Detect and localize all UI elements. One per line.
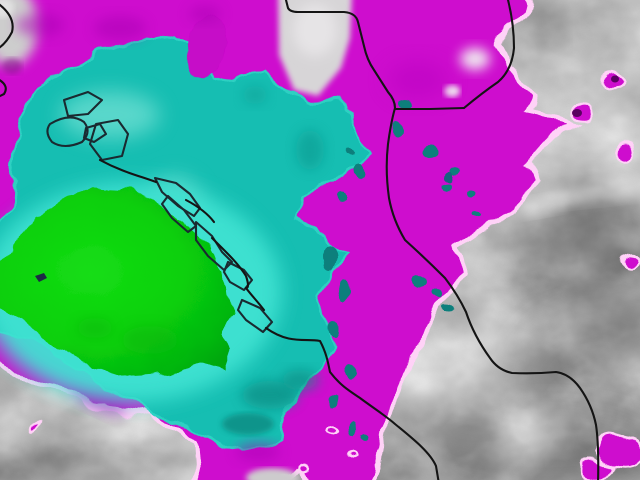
state-border-line: [462, 0, 516, 110]
coastline-fragment: [0, 3, 14, 49]
storm-center-dot: [35, 273, 47, 282]
teal-speckle: [441, 183, 451, 191]
teal-speckle: [442, 303, 452, 311]
island-outlines: [46, 90, 274, 334]
teal-speckle: [323, 246, 337, 270]
magenta-cell: [582, 458, 612, 480]
cyan-dark-patch: [296, 130, 324, 170]
green-mottle: [77, 318, 113, 338]
markers: [35, 75, 619, 282]
cyan-pale-band: [60, 91, 160, 139]
island-outline: [222, 260, 254, 292]
magenta-cell: [598, 434, 640, 470]
green-layer: [0, 188, 232, 376]
magenta-cell: [28, 419, 40, 429]
magenta-cell: [324, 425, 340, 439]
magenta-clump: [236, 443, 280, 461]
teal-speckle: [448, 167, 460, 177]
teal-speckles: [323, 99, 480, 442]
island-outline: [88, 118, 130, 162]
state-border-branch: [393, 106, 466, 111]
magenta-details: [2, 6, 448, 461]
teal-speckle: [398, 99, 412, 109]
cyan-dark-patch: [222, 413, 274, 435]
island-outline: [153, 176, 202, 218]
extreme-cold-core: [611, 75, 619, 83]
magenta-clump: [16, 13, 64, 37]
teal-speckle: [411, 276, 425, 286]
teal-speckle: [472, 210, 480, 216]
green-core: [0, 188, 232, 376]
magenta-clump: [388, 62, 448, 98]
teal-speckle: [422, 146, 440, 158]
map-lines: [0, 0, 600, 480]
gray-notch-bright: [293, 4, 337, 56]
extreme-cold-cores: [572, 75, 619, 117]
teal-speckle: [392, 121, 402, 137]
coastline-fragment: [0, 79, 7, 98]
magenta-clump: [94, 16, 146, 40]
teal-speckle: [348, 423, 356, 435]
green-details: [77, 318, 178, 354]
teal-speckle: [345, 147, 355, 155]
coastline: [264, 326, 440, 480]
teal-speckle: [361, 434, 369, 442]
teal-speckle: [329, 320, 339, 338]
magenta-tongue: [187, 15, 227, 81]
cyan-dark-patch: [282, 370, 318, 390]
island-outline: [62, 90, 104, 118]
teal-speckle: [337, 281, 349, 301]
teal-speckle: [431, 289, 443, 297]
magenta-clump: [189, 6, 221, 22]
gray-gap: [460, 48, 490, 70]
corner-cloud-patch: [0, 0, 14, 18]
teal-speckle: [328, 394, 338, 408]
green-mottle: [122, 326, 178, 354]
magenta-cell: [615, 141, 637, 159]
cyan-dark-patch: [242, 381, 298, 409]
magenta-cell: [348, 454, 360, 464]
state-border-line: [284, 0, 600, 480]
cyan-dark-patch: [243, 86, 267, 104]
teal-speckle: [345, 363, 355, 379]
extreme-cold-core: [572, 109, 582, 117]
island-outline: [236, 298, 274, 334]
island-outline: [160, 194, 198, 234]
coastline: [98, 158, 158, 184]
gray-gap: [444, 85, 460, 97]
gray-gap: [246, 468, 298, 480]
island-outline: [46, 116, 89, 148]
teal-speckle-blue: [443, 172, 451, 182]
magenta-clump: [2, 58, 22, 74]
magenta-scattered-cells: [28, 69, 640, 480]
coastline: [210, 236, 266, 312]
magenta-cell: [295, 462, 309, 474]
teal-speckle: [354, 165, 364, 179]
teal-speckle: [338, 193, 346, 201]
teal-speckle: [466, 189, 476, 197]
coastline: [184, 198, 216, 224]
magenta-cell: [619, 250, 639, 266]
